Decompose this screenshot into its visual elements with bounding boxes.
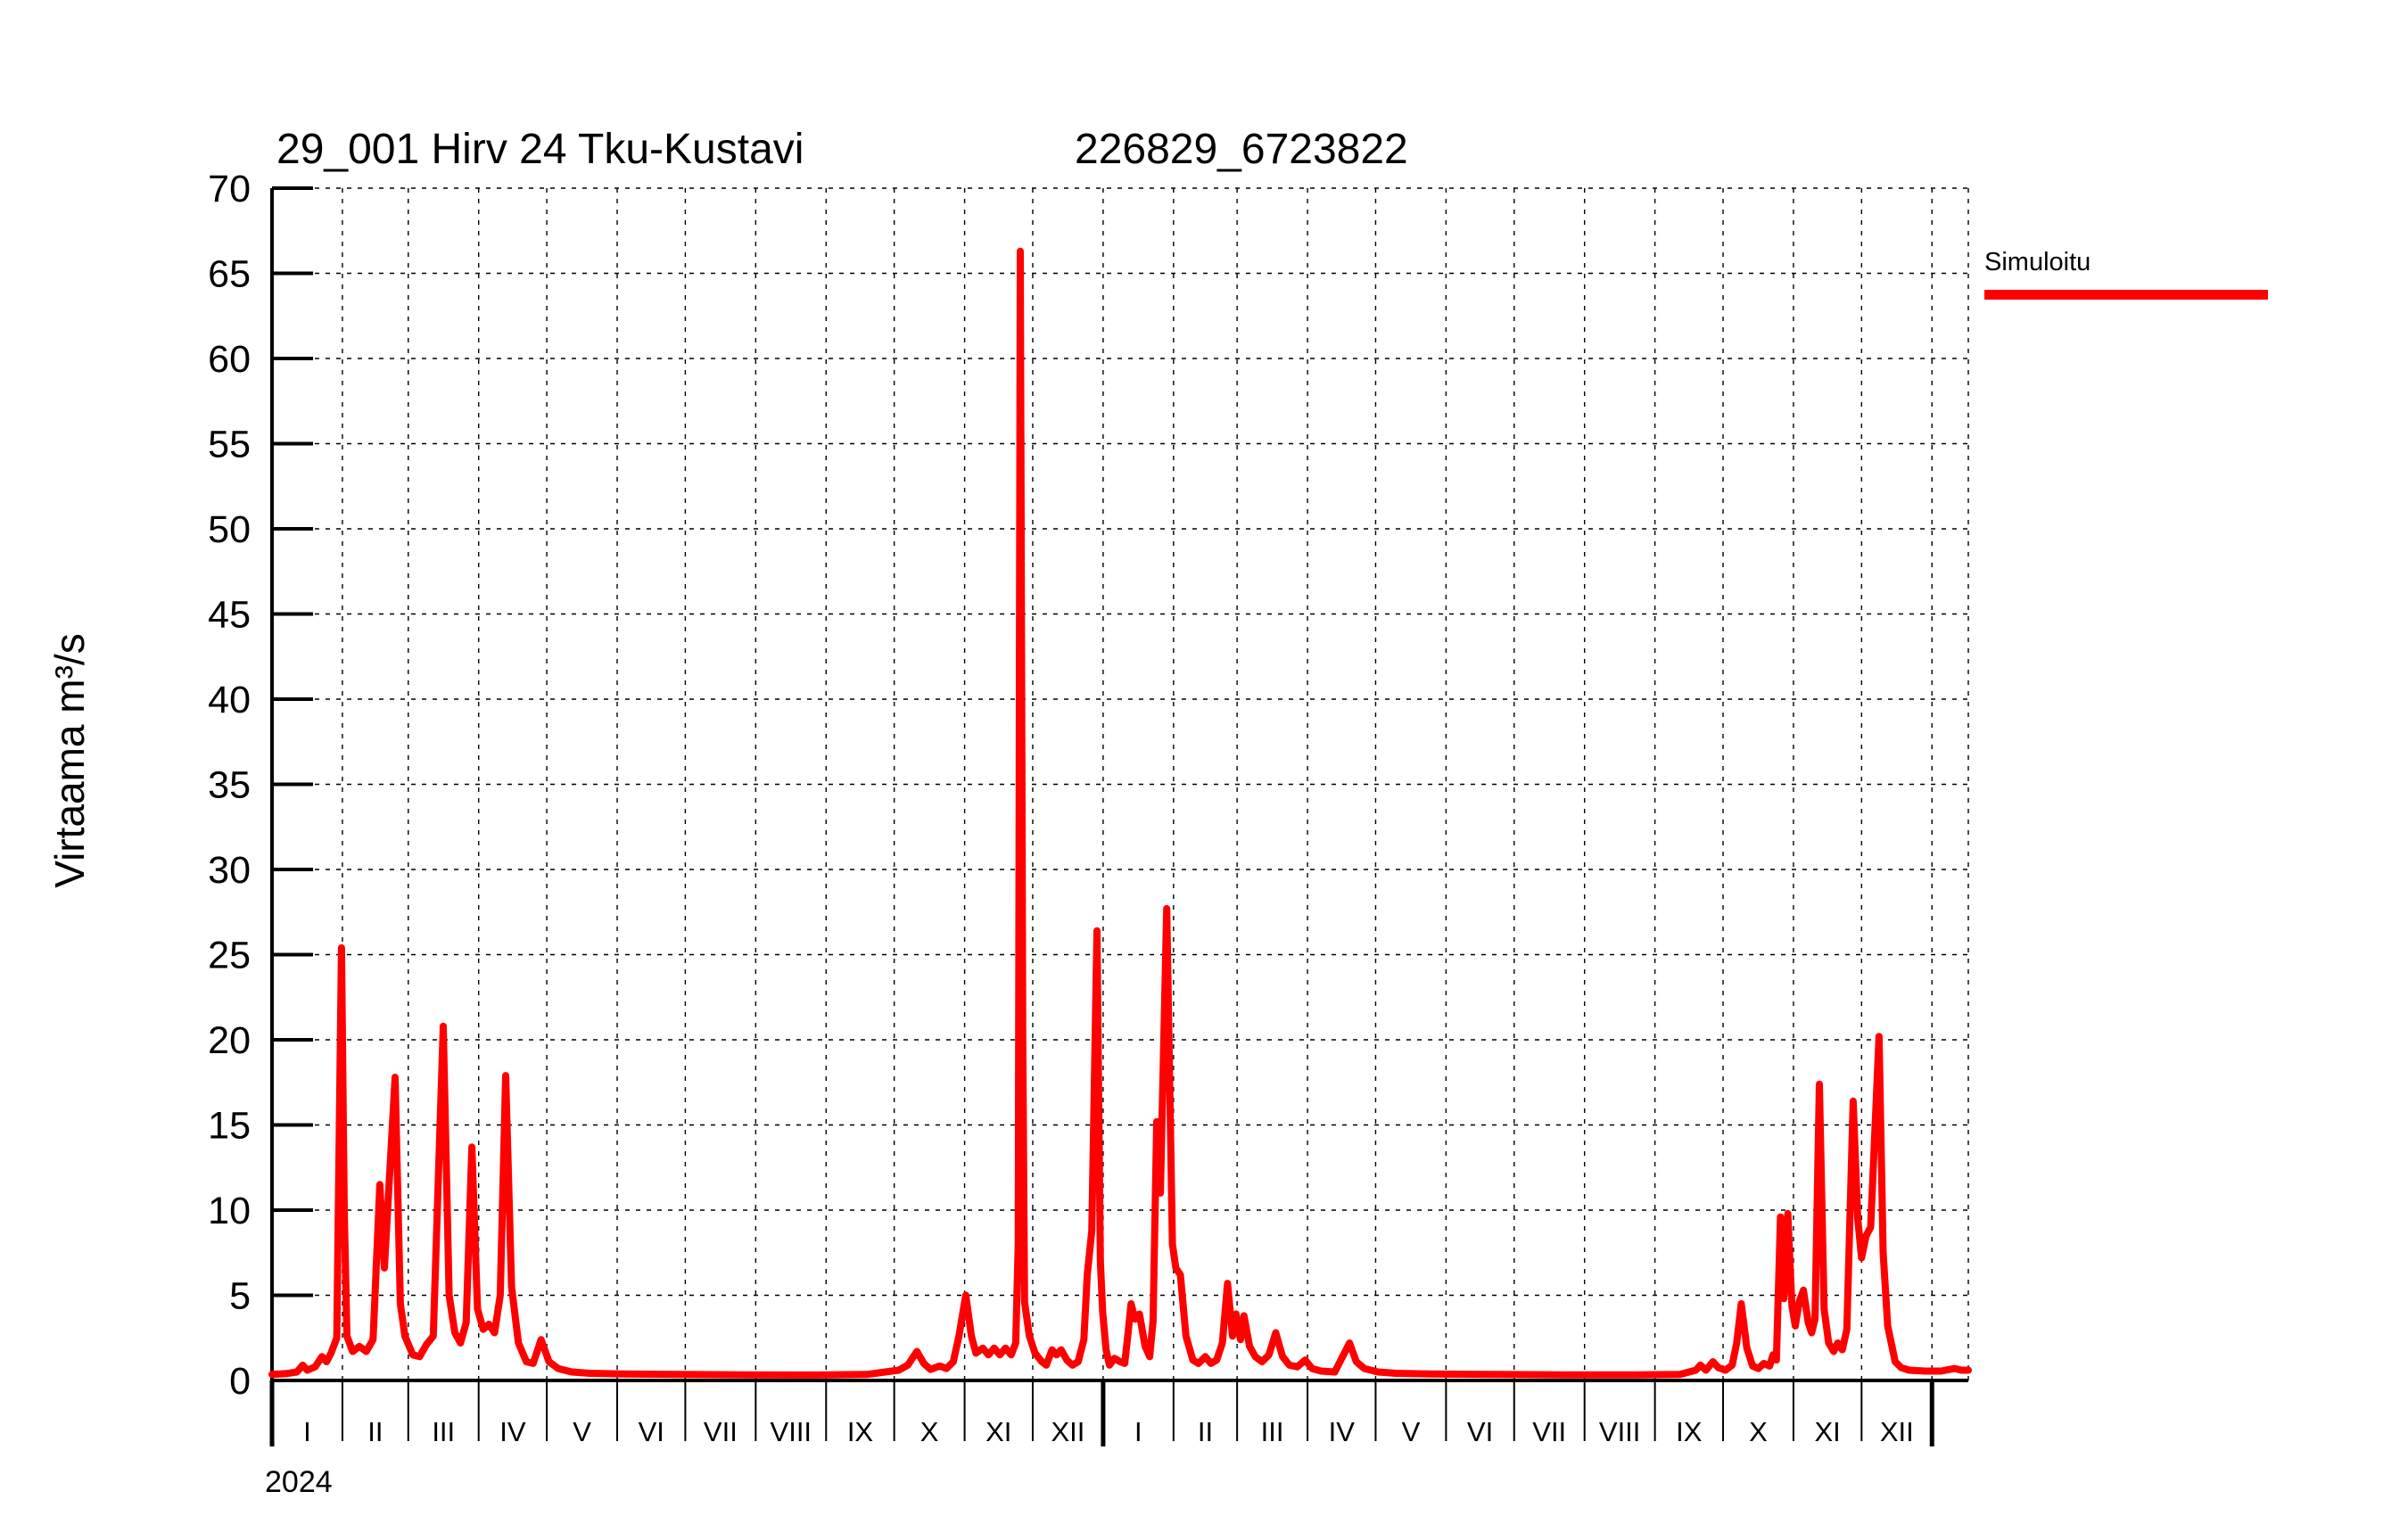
x-month-label-6: VII (704, 1416, 738, 1447)
y-tick-label-65: 65 (208, 253, 251, 296)
x-month-label-17: VI (1467, 1416, 1493, 1447)
x-month-label-11: XII (1051, 1416, 1084, 1447)
y-tick-label-30: 30 (208, 849, 251, 892)
x-month-label-3: IV (499, 1416, 526, 1447)
x-year-label-2024: 2024 (265, 1465, 333, 1499)
x-month-label-12: I (1134, 1416, 1142, 1447)
x-month-label-1: II (367, 1416, 383, 1447)
legend-label-simuloitu: Simuloitu (1984, 248, 2091, 276)
x-month-label-14: III (1261, 1416, 1284, 1447)
chart-title-coordinates: 226829_6723822 (1075, 126, 1408, 173)
x-month-label-7: VIII (771, 1416, 812, 1447)
x-month-label-22: XI (1814, 1416, 1840, 1447)
y-tick-label-10: 10 (208, 1190, 251, 1232)
x-month-label-18: VII (1532, 1416, 1566, 1447)
y-tick-label-45: 45 (208, 594, 251, 637)
chart-title-station: 29_001 Hirv 24 Tku-Kustavi (276, 126, 804, 173)
legend: Simuloitu (1984, 248, 2279, 300)
y-tick-label-25: 25 (208, 935, 251, 977)
y-tick-label-70: 70 (208, 168, 251, 210)
x-month-label-8: IX (847, 1416, 874, 1447)
x-month-label-4: V (573, 1416, 591, 1447)
x-month-label-23: XII (1880, 1416, 1914, 1447)
x-month-label-0: I (303, 1416, 311, 1447)
y-tick-label-50: 50 (208, 508, 251, 551)
y-tick-label-35: 35 (208, 764, 251, 807)
y-tick-label-20: 20 (208, 1019, 251, 1062)
y-tick-label-0: 0 (229, 1360, 251, 1403)
simulated-series-line (268, 247, 1972, 1379)
x-month-label-10: XI (985, 1416, 1011, 1447)
x-month-label-15: IV (1329, 1416, 1356, 1447)
x-month-label-2: III (432, 1416, 455, 1447)
x-month-label-16: V (1402, 1416, 1421, 1447)
x-month-label-13: II (1198, 1416, 1213, 1447)
y-tick-label-40: 40 (208, 679, 251, 721)
y-tick-label-55: 55 (208, 424, 251, 466)
x-month-label-21: X (1749, 1416, 1768, 1447)
x-month-label-9: X (920, 1416, 939, 1447)
y-tick-label-60: 60 (208, 338, 251, 381)
y-tick-label-5: 5 (229, 1275, 251, 1318)
x-month-label-20: IX (1676, 1416, 1703, 1447)
legend-color-line (1984, 290, 2268, 300)
x-month-label-5: VI (639, 1416, 664, 1447)
x-month-label-19: VIII (1599, 1416, 1641, 1447)
y-tick-label-15: 15 (208, 1105, 251, 1148)
